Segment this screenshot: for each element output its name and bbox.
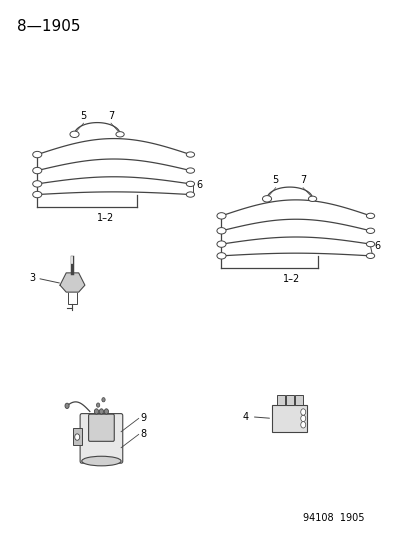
- Ellipse shape: [116, 132, 124, 137]
- Text: 7: 7: [107, 111, 114, 121]
- Ellipse shape: [186, 152, 194, 157]
- Text: 8: 8: [140, 430, 147, 439]
- Ellipse shape: [216, 241, 225, 247]
- Circle shape: [96, 403, 100, 407]
- Ellipse shape: [33, 191, 42, 198]
- FancyBboxPatch shape: [88, 414, 114, 441]
- Ellipse shape: [366, 253, 374, 259]
- Ellipse shape: [186, 168, 194, 173]
- Ellipse shape: [33, 151, 42, 158]
- Ellipse shape: [186, 192, 194, 197]
- Text: 8—1905: 8—1905: [17, 19, 80, 34]
- Ellipse shape: [33, 167, 42, 174]
- Ellipse shape: [366, 241, 374, 247]
- Circle shape: [99, 409, 103, 414]
- Text: 7: 7: [299, 175, 306, 185]
- Text: 5: 5: [272, 175, 278, 185]
- Ellipse shape: [216, 253, 225, 259]
- Circle shape: [102, 398, 105, 402]
- Bar: [73, 428, 81, 445]
- Circle shape: [300, 422, 305, 428]
- Text: 5: 5: [80, 111, 87, 121]
- Ellipse shape: [81, 456, 121, 466]
- Text: 6: 6: [374, 241, 380, 251]
- Ellipse shape: [186, 181, 194, 187]
- Circle shape: [300, 415, 305, 422]
- Ellipse shape: [366, 213, 374, 219]
- Text: 1–2: 1–2: [282, 274, 300, 285]
- Circle shape: [65, 403, 69, 408]
- Bar: [68, 290, 76, 304]
- Ellipse shape: [70, 131, 79, 138]
- Text: 4: 4: [242, 412, 248, 422]
- Bar: [294, 395, 302, 405]
- Text: 6: 6: [196, 181, 202, 190]
- Circle shape: [104, 409, 108, 414]
- Polygon shape: [60, 273, 85, 292]
- Ellipse shape: [216, 213, 225, 219]
- Bar: [285, 395, 293, 405]
- Ellipse shape: [33, 181, 42, 187]
- Circle shape: [74, 434, 79, 440]
- Text: 9: 9: [140, 414, 147, 423]
- FancyBboxPatch shape: [80, 414, 122, 463]
- Text: 3: 3: [29, 273, 35, 283]
- Text: 1–2: 1–2: [97, 213, 114, 223]
- Circle shape: [94, 409, 98, 414]
- Ellipse shape: [216, 228, 225, 234]
- Ellipse shape: [366, 228, 374, 233]
- Ellipse shape: [308, 196, 316, 201]
- Bar: [271, 405, 306, 432]
- Circle shape: [300, 409, 305, 415]
- Ellipse shape: [262, 196, 271, 202]
- Bar: [276, 395, 284, 405]
- Text: 94108  1905: 94108 1905: [302, 513, 363, 523]
